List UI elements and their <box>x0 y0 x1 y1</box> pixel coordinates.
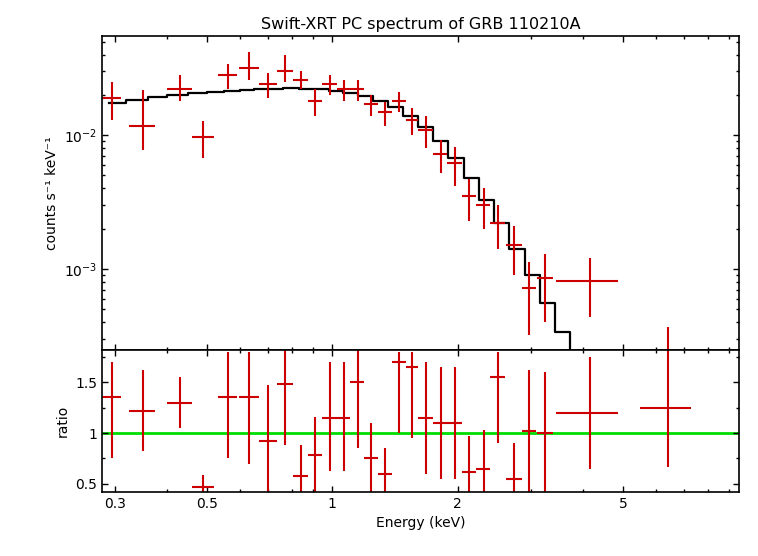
Y-axis label: counts s⁻¹ keV⁻¹: counts s⁻¹ keV⁻¹ <box>45 136 58 250</box>
X-axis label: Energy (keV): Energy (keV) <box>376 517 465 530</box>
Y-axis label: ratio: ratio <box>56 405 70 437</box>
Text: Swift-XRT PC spectrum of GRB 110210A: Swift-XRT PC spectrum of GRB 110210A <box>261 17 581 32</box>
